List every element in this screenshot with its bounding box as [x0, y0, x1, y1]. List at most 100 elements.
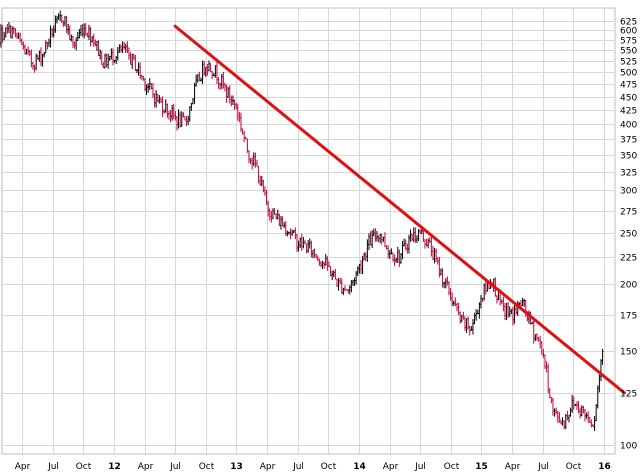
price-bar [363, 252, 366, 261]
price-bar [334, 268, 337, 280]
price-bar [383, 232, 386, 248]
price-bar [219, 82, 222, 90]
price-bar [241, 128, 244, 135]
price-bar [307, 240, 310, 253]
price-bar [455, 302, 458, 312]
y-tick-label: 475 [620, 81, 637, 91]
price-bar [75, 37, 78, 51]
price-bar [593, 416, 596, 431]
price-bar [596, 385, 599, 409]
price-bar [579, 407, 582, 419]
x-tick-label: Jul [537, 462, 549, 472]
price-bar [483, 283, 486, 301]
price-bar [137, 62, 140, 76]
price-bar [23, 44, 26, 55]
price-bar [119, 44, 122, 53]
price-bar [505, 302, 508, 321]
price-bar [583, 409, 586, 422]
price-bar [435, 248, 438, 263]
price-bar [4, 27, 7, 38]
y-tick-label: 625 [620, 18, 637, 28]
price-bar [555, 407, 558, 415]
price-bar [295, 233, 298, 252]
price-bar [271, 208, 274, 219]
price-bar [308, 238, 311, 249]
price-bar [427, 238, 430, 249]
price-bar [380, 234, 383, 245]
y-tick-label: 500 [620, 69, 637, 79]
x-tick-label: 13 [230, 462, 243, 472]
trendline [173, 24, 626, 395]
price-bar [228, 85, 231, 104]
price-bar [14, 27, 17, 38]
price-bar [15, 32, 18, 39]
price-bar [313, 248, 316, 258]
price-bar [148, 78, 151, 90]
price-bar [159, 97, 162, 104]
price-bar [540, 340, 543, 355]
price-bar [395, 257, 398, 263]
price-bar [433, 247, 436, 264]
price-bar [132, 53, 135, 61]
price-bar [484, 281, 487, 295]
price-bar [404, 239, 407, 251]
price-bar [238, 111, 241, 123]
price-bar [291, 229, 294, 236]
price-bar [398, 249, 401, 268]
x-tick-label: Oct [444, 462, 460, 472]
y-tick-label: 525 [620, 58, 637, 68]
price-bar [532, 318, 535, 344]
price-bar [102, 62, 105, 69]
y-tick-label: 175 [620, 312, 637, 322]
price-bar [566, 410, 569, 421]
price-bar [551, 397, 554, 416]
price-bar [310, 240, 313, 258]
price-bar [155, 89, 158, 108]
price-bar [569, 407, 572, 417]
x-tick-label: Apr [138, 462, 154, 472]
price-bar [305, 243, 308, 254]
price-bar [367, 233, 370, 251]
price-bar [3, 31, 6, 41]
price-bar [47, 38, 50, 48]
price-bar [268, 208, 271, 221]
x-tick-label: Apr [260, 462, 276, 472]
price-bar [246, 138, 249, 153]
price-bar [254, 152, 257, 168]
price-bar [275, 213, 278, 220]
price-bar [599, 359, 602, 382]
plot-frame [1, 7, 616, 455]
price-bar [49, 25, 52, 48]
price-bar [311, 249, 314, 259]
price-bar [366, 239, 369, 262]
price-bar [46, 42, 49, 50]
price-bar [324, 254, 327, 266]
price-bar [129, 52, 132, 65]
x-tick-label: Jul [47, 462, 59, 472]
price-bar [358, 264, 361, 274]
price-bar [279, 216, 282, 230]
y-tick-label: 600 [620, 27, 637, 37]
y-tick-label: 425 [620, 107, 637, 117]
x-tick-label: Oct [321, 462, 337, 472]
price-bar [41, 53, 44, 67]
x-tick-label: 16 [598, 462, 611, 472]
price-bar [33, 64, 36, 73]
price-bar [124, 43, 127, 53]
price-bar [281, 216, 284, 227]
price-bar [251, 157, 254, 170]
price-bar [97, 40, 100, 57]
x-tick-label: Apr [15, 462, 31, 472]
price-bar [343, 285, 346, 292]
x-tick-label: Oct [566, 462, 582, 472]
price-bar [359, 259, 362, 274]
price-bar [339, 277, 342, 285]
price-bar [598, 374, 601, 393]
price-bar [465, 318, 468, 333]
price-bar [590, 419, 593, 428]
price-bar [55, 15, 58, 24]
price-bar [457, 302, 460, 316]
y-tick-label: 300 [620, 187, 637, 197]
price-bar [430, 237, 433, 257]
x-tick-label: Apr [383, 462, 399, 472]
